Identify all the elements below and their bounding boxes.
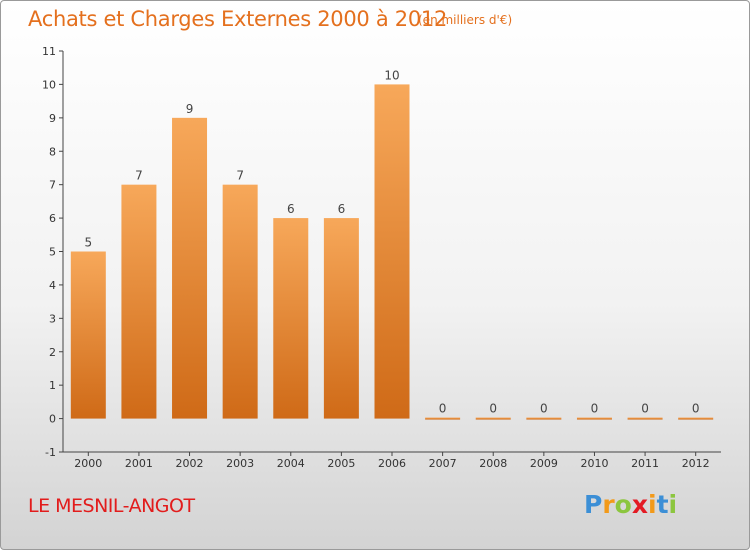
data-label: 5 xyxy=(84,236,92,250)
proxiti-logo[interactable]: Proxiti xyxy=(584,490,677,519)
data-label: 7 xyxy=(135,169,143,183)
data-label: 0 xyxy=(692,402,700,416)
data-label: 0 xyxy=(439,402,447,416)
y-tick-label: 2 xyxy=(49,346,56,359)
y-tick-label: 6 xyxy=(49,212,56,225)
x-tick-label: 2001 xyxy=(125,457,153,470)
y-tick-label: 4 xyxy=(49,279,56,292)
data-label: 6 xyxy=(338,202,346,216)
x-tick-label: 2012 xyxy=(682,457,710,470)
y-tick-label: 0 xyxy=(49,413,56,426)
y-tick-label: 1 xyxy=(49,379,56,392)
data-label: 0 xyxy=(489,402,497,416)
logo-letter: x xyxy=(631,490,648,519)
bar xyxy=(526,417,562,420)
data-labels: 5 7 9 7 6 6 10 0 0 0 0 0 0 xyxy=(84,68,699,415)
data-label: 0 xyxy=(591,402,599,416)
data-label: 9 xyxy=(186,102,194,116)
chart-title: Achats et Charges Externes 2000 à 2012 xyxy=(28,7,448,31)
x-tick-label: 2005 xyxy=(327,457,355,470)
logo-letter: i xyxy=(668,490,678,519)
y-tick-label: 3 xyxy=(49,312,56,325)
bar xyxy=(678,417,714,420)
bar xyxy=(374,84,410,419)
x-tick-label: 2007 xyxy=(429,457,457,470)
data-label: 7 xyxy=(236,169,244,183)
x-tick-label: 2004 xyxy=(277,457,305,470)
x-tick-label: 2008 xyxy=(479,457,507,470)
bar xyxy=(121,184,157,419)
logo-letter: r xyxy=(602,490,615,519)
data-label: 10 xyxy=(384,68,399,82)
x-tick-label: 2000 xyxy=(74,457,102,470)
commune-name: LE MESNIL-ANGOT xyxy=(28,495,195,517)
y-tick-label: -1 xyxy=(45,446,56,459)
y-tick-label: 8 xyxy=(49,145,56,158)
logo-letter: i xyxy=(648,490,657,519)
bar xyxy=(627,417,663,420)
y-tick-label: 7 xyxy=(49,179,56,192)
x-tick-label: 2006 xyxy=(378,457,406,470)
x-tick-label: 2009 xyxy=(530,457,558,470)
x-tick-label: 2011 xyxy=(631,457,659,470)
bar xyxy=(70,251,106,419)
bar xyxy=(172,117,208,419)
logo-letter: P xyxy=(584,490,603,519)
y-tick-label: 5 xyxy=(49,246,56,259)
bar xyxy=(425,417,461,420)
bar xyxy=(475,417,511,420)
x-tick-label: 2002 xyxy=(176,457,204,470)
bar xyxy=(576,417,612,420)
data-label: 0 xyxy=(540,402,548,416)
x-tick-label: 2003 xyxy=(226,457,254,470)
y-tick-label: 9 xyxy=(49,112,56,125)
logo-letter: o xyxy=(614,490,632,519)
data-label: 0 xyxy=(641,402,649,416)
data-label: 6 xyxy=(287,202,295,216)
bar xyxy=(222,184,258,419)
bar xyxy=(323,218,359,419)
bar xyxy=(273,218,309,419)
chart-unit: (en milliers d'€) xyxy=(418,13,513,27)
x-tick-label: 2010 xyxy=(580,457,608,470)
axes: -1 0 1 2 3 4 5 6 7 8 9 10 11 2000 2001 2002 2003 2004 2005… xyxy=(42,45,721,470)
y-tick-label: 10 xyxy=(42,78,56,91)
y-tick-label: 11 xyxy=(42,45,56,58)
bars xyxy=(70,84,714,420)
logo-letter: t xyxy=(656,490,669,519)
